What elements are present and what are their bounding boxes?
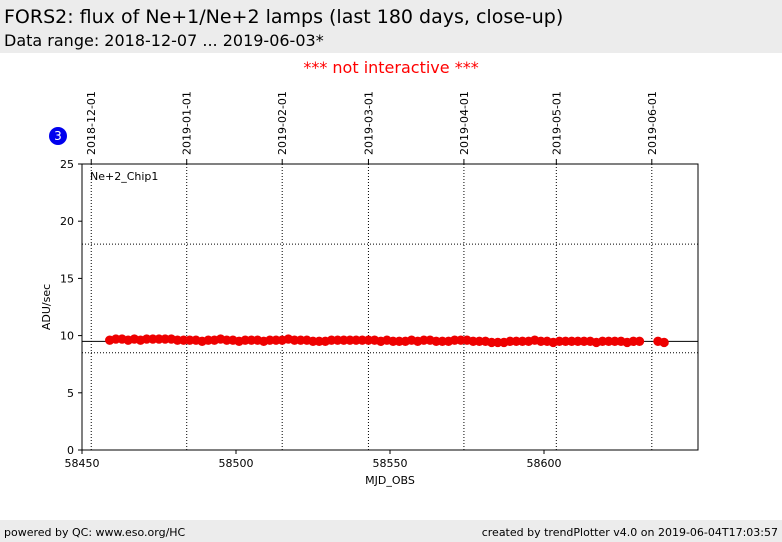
data-point [659,337,669,348]
y-tick-label: 10 [60,330,74,343]
date-tick-label: 2019-02-01 [276,91,289,155]
data-point [634,336,645,347]
date-tick-label: 2019-01-01 [181,91,194,155]
y-axis-label: ADU/sec [40,284,53,330]
plot-area [82,164,698,450]
page-title: FORS2: flux of Ne+1/Ne+2 lamps (last 180… [4,6,564,28]
count-badge-label: 3 [54,129,62,143]
x-tick-label: 58600 [527,457,562,470]
date-tick-label: 2019-03-01 [362,91,375,155]
panel-label: Ne+2_Chip1 [90,170,158,183]
footer: powered by QC: www.eso.org/HC created by… [0,520,782,542]
count-badge [49,127,67,145]
x-tick-label: 58500 [219,457,254,470]
x-axis-label: MJD_OBS [365,474,415,487]
data-range: Data range: 2018-12-07 ... 2019-06-03* [4,31,324,50]
y-tick-label: 25 [60,158,74,171]
y-tick-label: 15 [60,272,74,285]
x-tick-label: 58550 [373,457,408,470]
not-interactive-notice: *** not interactive *** [303,58,479,77]
date-tick-label: 2019-06-01 [646,91,659,155]
footer-powered-by: powered by QC: www.eso.org/HC [4,526,186,539]
y-tick-label: 5 [67,387,74,400]
y-tick-label: 0 [67,444,74,457]
date-tick-label: 2018-12-01 [85,91,98,155]
date-tick-label: 2019-05-01 [550,91,563,155]
date-tick-label: 2019-04-01 [458,91,471,155]
x-tick-label: 58450 [65,457,100,470]
footer-created-by: created by trendPlotter v4.0 on 2019-06-… [481,526,778,539]
header: FORS2: flux of Ne+1/Ne+2 lamps (last 180… [0,0,782,53]
y-tick-label: 20 [60,215,74,228]
